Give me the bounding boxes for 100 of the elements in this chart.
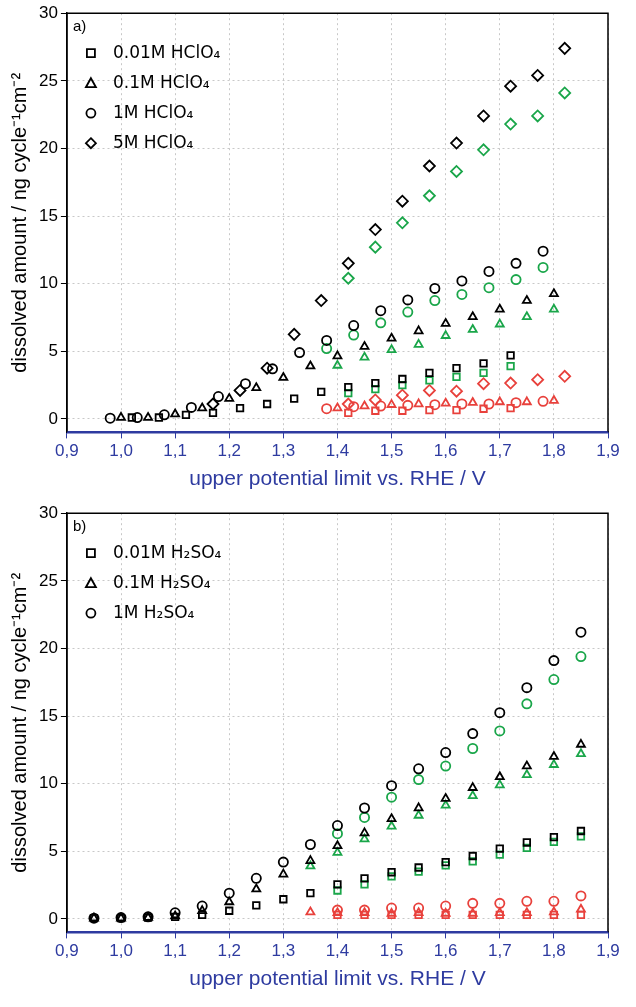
point <box>413 902 425 914</box>
point <box>413 325 424 335</box>
point <box>467 790 478 800</box>
point <box>116 412 126 421</box>
point <box>225 906 234 915</box>
x-tick-label: 1,6 <box>433 941 458 961</box>
point <box>576 748 586 758</box>
point <box>170 408 181 418</box>
legend-label: 5M HClO₄ <box>112 131 194 152</box>
x-tick-label: 1,6 <box>433 441 458 461</box>
x-tick-label: 1,8 <box>542 441 566 461</box>
point <box>423 189 436 203</box>
point <box>504 79 517 93</box>
x-tick-label: 1,3 <box>271 441 296 461</box>
x-tick-label: 1,1 <box>163 941 187 961</box>
y-axis-title: dissolved amount / ng cycle⁻¹cm⁻² <box>7 572 30 873</box>
point <box>467 311 478 320</box>
point <box>441 857 450 867</box>
point <box>344 382 353 392</box>
point <box>305 360 316 370</box>
point <box>440 793 451 802</box>
y-tick-label: 5 <box>48 340 58 360</box>
legend-label: 1M H₂SO₄ <box>112 601 195 622</box>
point <box>251 382 262 391</box>
point <box>413 339 424 348</box>
point <box>483 398 495 410</box>
point <box>321 403 333 415</box>
y-tick-label: 20 <box>38 138 58 158</box>
x-tick-label: 1,9 <box>596 941 620 961</box>
point <box>413 809 424 819</box>
x-tick-label: 1,0 <box>109 941 133 961</box>
x-axis-title: upper potential limit vs. RHE / V <box>189 466 486 490</box>
point <box>477 109 490 123</box>
point <box>549 751 559 760</box>
point <box>537 245 549 257</box>
point <box>359 341 370 350</box>
point <box>294 347 306 359</box>
point <box>251 883 262 893</box>
y-tick-label: 5 <box>48 840 58 860</box>
point <box>575 890 587 902</box>
point <box>425 405 434 415</box>
point <box>423 384 436 397</box>
y-tick-label: 30 <box>38 2 58 22</box>
point <box>483 265 495 277</box>
point <box>321 343 333 355</box>
point <box>278 868 289 878</box>
point <box>154 413 164 422</box>
point <box>440 900 452 912</box>
point <box>360 910 369 919</box>
point <box>333 886 342 895</box>
point <box>332 350 343 360</box>
point <box>522 838 531 847</box>
point <box>558 86 572 100</box>
x-tick-label: 0,9 <box>55 941 79 961</box>
point <box>452 372 461 382</box>
point <box>479 368 488 378</box>
x-tick-label: 1,8 <box>542 941 566 961</box>
point <box>479 404 488 413</box>
point <box>494 318 505 328</box>
point <box>212 391 224 403</box>
point <box>279 895 288 904</box>
point <box>332 359 343 369</box>
point <box>368 240 382 254</box>
point <box>224 393 235 402</box>
point <box>278 372 289 381</box>
point <box>158 409 170 421</box>
point <box>206 397 220 411</box>
point <box>104 412 116 424</box>
point <box>549 910 559 919</box>
point <box>314 294 328 307</box>
point <box>332 402 343 412</box>
point <box>386 791 398 803</box>
point <box>521 760 532 770</box>
point <box>467 897 479 909</box>
point <box>250 872 262 884</box>
point <box>494 779 505 789</box>
point <box>423 159 436 173</box>
point <box>235 403 245 413</box>
y-axis-title: dissolved amount / ng cycle⁻¹cm⁻² <box>7 72 30 373</box>
point <box>440 397 451 407</box>
point <box>506 361 515 371</box>
point <box>348 401 360 413</box>
point <box>576 738 586 748</box>
point <box>375 317 387 329</box>
point <box>360 874 369 883</box>
y-tick-label: 30 <box>38 502 58 522</box>
point <box>425 368 434 378</box>
point <box>360 880 369 889</box>
point <box>548 674 560 686</box>
point <box>233 384 247 397</box>
y-tick-label: 15 <box>38 205 58 225</box>
point <box>331 820 343 832</box>
point <box>395 388 409 402</box>
point <box>548 895 560 907</box>
point <box>331 828 343 840</box>
point <box>456 398 468 410</box>
point <box>521 682 533 694</box>
point <box>223 887 235 899</box>
point <box>344 389 353 398</box>
point <box>359 802 371 814</box>
